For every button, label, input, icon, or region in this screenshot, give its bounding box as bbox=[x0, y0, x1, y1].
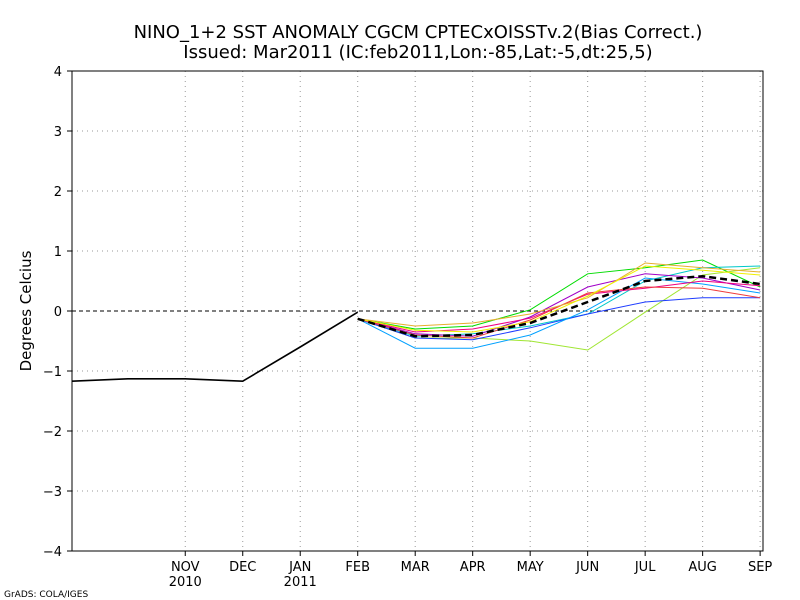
x-tick-label-5: APR bbox=[460, 560, 486, 575]
y-tick-label-4: 0 bbox=[54, 305, 62, 320]
series-line-member-5 bbox=[357, 277, 761, 349]
series-lines bbox=[71, 259, 761, 383]
x-tick-label-1: DEC bbox=[229, 560, 256, 575]
y-tick-label-6: 2 bbox=[54, 185, 62, 200]
x-tick-label-9: AUG bbox=[688, 560, 716, 575]
x-tick-label-0: NOV bbox=[171, 560, 200, 575]
x-tick-year-0: 2010 bbox=[169, 575, 202, 590]
y-tick-label-1: −3 bbox=[43, 485, 62, 500]
grads-credit: GrADS: COLA/IGES bbox=[4, 590, 88, 600]
series-line-member-4 bbox=[357, 297, 761, 341]
x-tick-label-10: SEP bbox=[748, 560, 772, 575]
x-tick-label-6: MAY bbox=[517, 560, 544, 575]
x-tick-label-7: JUN bbox=[575, 560, 599, 575]
y-tick-label-8: 4 bbox=[54, 65, 62, 80]
x-tick-label-4: MAR bbox=[401, 560, 430, 575]
series-line-member-10 bbox=[357, 265, 761, 333]
series-line-observed bbox=[71, 311, 359, 383]
x-tick-label-3: FEB bbox=[345, 560, 370, 575]
y-axis-label: Degrees Celcius bbox=[17, 250, 35, 371]
x-tick-year-2: 2011 bbox=[284, 575, 317, 590]
y-tick-label-3: −1 bbox=[43, 365, 62, 380]
chart-title: NINO_1+2 SST ANOMALY CGCM CPTECxOISSTv.2… bbox=[134, 22, 703, 43]
series-line-member-1 bbox=[357, 259, 761, 330]
chart-subtitle: Issued: Mar2011 (IC:feb2011,Lon:-85,Lat:… bbox=[183, 42, 652, 63]
series-line-member-6 bbox=[357, 273, 761, 337]
y-tick-label-7: 3 bbox=[54, 125, 62, 140]
y-tick-label-5: 1 bbox=[54, 245, 62, 260]
series-line-ensemble-mean bbox=[357, 274, 761, 338]
y-tick-label-0: −4 bbox=[43, 545, 62, 560]
y-tick-label-2: −2 bbox=[43, 425, 62, 440]
series-line-member-9 bbox=[357, 262, 761, 327]
grid-lines bbox=[72, 71, 763, 551]
x-tick-label-8: JUL bbox=[634, 560, 656, 575]
x-tick-label-2: JAN bbox=[288, 560, 311, 575]
